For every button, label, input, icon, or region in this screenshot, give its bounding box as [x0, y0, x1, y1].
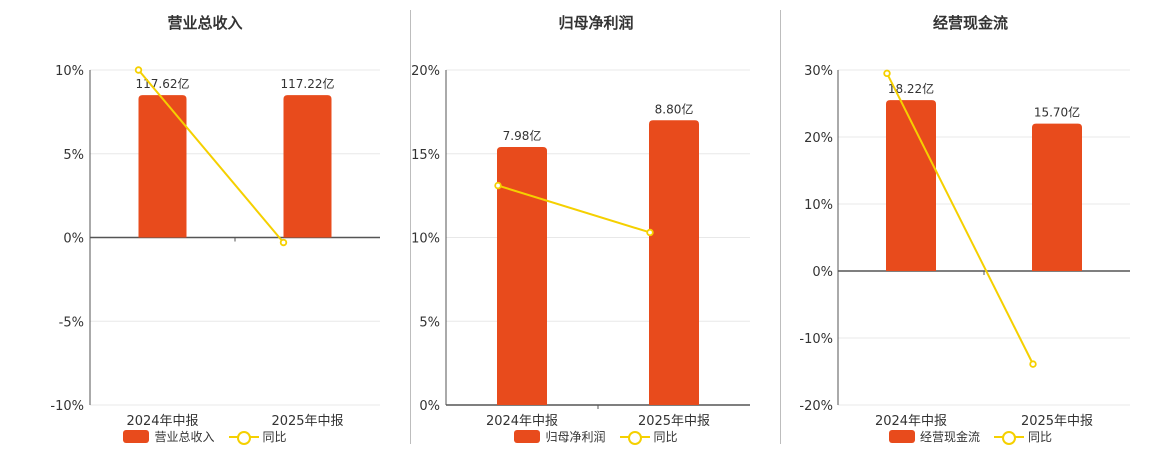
- y-tick-label: -20%: [799, 399, 833, 414]
- y-tick-label: 0%: [419, 399, 440, 414]
- yoy-line: [886, 72, 1034, 365]
- chart-title: 归母净利润: [558, 14, 634, 32]
- bar-data-label: 7.98亿: [503, 128, 542, 143]
- x-tick-label: 2025年中报: [1021, 414, 1093, 429]
- y-tick-label: 15%: [411, 148, 440, 163]
- bar-data-label: 8.80亿: [655, 101, 694, 116]
- bar[interactable]: [886, 100, 936, 272]
- legend: 营业总收入 同比: [0, 428, 410, 445]
- bar-data-label: 15.70亿: [1034, 105, 1080, 120]
- legend-line-label[interactable]: 同比: [1028, 430, 1053, 444]
- panel-divider: [410, 10, 411, 444]
- x-tick-label: 2024年中报: [126, 414, 198, 429]
- legend: 经营现金流 同比: [781, 428, 1160, 445]
- y-tick-label: 5%: [419, 315, 440, 330]
- yoy-point[interactable]: [279, 238, 288, 247]
- bar[interactable]: [138, 95, 187, 238]
- legend-bar-swatch[interactable]: [123, 430, 150, 443]
- chart-svg-net-profit: 20% 15% 10% 5% 0% 7.98亿 8.80亿 2024年中报 2025年中报: [411, 64, 750, 429]
- y-tick-label: 0%: [812, 265, 833, 280]
- bar[interactable]: [497, 147, 547, 406]
- x-tick-label: 2025年中报: [271, 414, 343, 429]
- y-tick-label: 30%: [804, 64, 833, 79]
- legend-line-label[interactable]: 同比: [653, 430, 678, 444]
- legend-line-swatch[interactable]: [619, 430, 650, 445]
- y-tick-label: -5%: [59, 315, 84, 330]
- y-tick-label: 10%: [411, 232, 440, 247]
- chart-title: 营业总收入: [167, 14, 243, 32]
- chart-panel-cash-flow: 经营现金流 30% 20% 10% 0% -10% -20% 18.22亿 15.70亿 202…: [781, 0, 1160, 450]
- legend: 归母净利润 同比: [411, 428, 781, 445]
- legend-line-swatch[interactable]: [228, 430, 259, 445]
- bar[interactable]: [649, 120, 699, 405]
- y-tick-label: 0%: [63, 232, 84, 247]
- bar[interactable]: [1032, 123, 1082, 271]
- legend-line-swatch[interactable]: [994, 430, 1024, 445]
- y-tick-label: 20%: [411, 64, 440, 79]
- y-tick-label: 10%: [804, 198, 833, 213]
- chart-title: 经营现金流: [932, 14, 1008, 32]
- legend-bar-label[interactable]: 归母净利润: [545, 430, 606, 444]
- yoy-line: [137, 69, 285, 244]
- x-tick-label: 2025年中报: [638, 414, 710, 429]
- x-tick-label: 2024年中报: [486, 414, 558, 429]
- legend-bar-swatch[interactable]: [514, 430, 541, 443]
- y-tick-label: 5%: [63, 148, 84, 163]
- yoy-point[interactable]: [883, 69, 891, 78]
- y-tick-label: -10%: [50, 399, 84, 414]
- bar-data-label: 117.62亿: [136, 76, 190, 91]
- legend-bar-label[interactable]: 营业总收入: [154, 430, 215, 444]
- legend-bar-label[interactable]: 经营现金流: [919, 430, 980, 444]
- bar[interactable]: [283, 95, 332, 238]
- chart-svg-revenue: 10% 5% 0% -5% -10% 117.62亿 117.22亿 2024年中报 2025年…: [50, 64, 380, 429]
- chart-panel-revenue: 营业总收入 10% 5% 0% -5% -10% 117.62亿 117.22亿 2024年中…: [0, 0, 410, 450]
- y-tick-label: -10%: [799, 332, 833, 347]
- legend-bar-swatch[interactable]: [888, 430, 915, 443]
- yoy-line: [497, 184, 651, 234]
- yoy-point[interactable]: [646, 228, 654, 237]
- bar-data-label: 18.22亿: [888, 81, 934, 96]
- yoy-point[interactable]: [494, 181, 502, 190]
- y-tick-label: 10%: [55, 64, 84, 79]
- chart-panel-net-profit: 归母净利润 20% 15% 10% 5% 0% 7.98亿 8.80亿 2024年中报 2025…: [411, 0, 781, 450]
- yoy-point[interactable]: [134, 66, 143, 74]
- bar-data-label: 117.22亿: [281, 76, 335, 91]
- y-tick-label: 20%: [804, 131, 833, 146]
- chart-svg-cash-flow: 30% 20% 10% 0% -10% -20% 18.22亿 15.70亿 2024年中报 20…: [799, 64, 1130, 429]
- yoy-point[interactable]: [1029, 360, 1037, 368]
- x-tick-label: 2024年中报: [875, 414, 947, 429]
- panel-divider: [780, 10, 781, 444]
- legend-line-label[interactable]: 同比: [262, 430, 287, 444]
